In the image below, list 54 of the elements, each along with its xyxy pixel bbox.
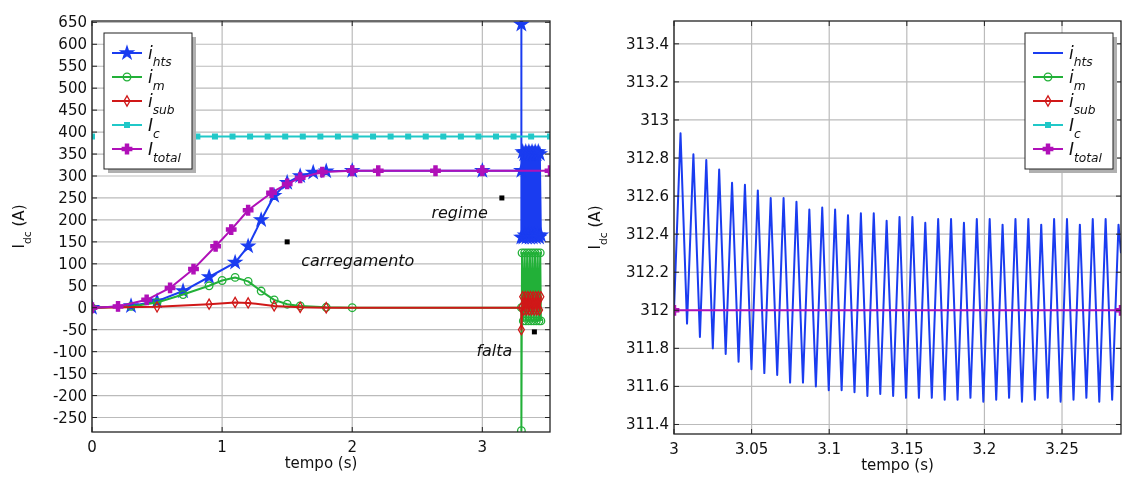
annotation: regime — [431, 202, 489, 222]
x-tick-label: 2 — [347, 438, 357, 456]
x-tick-label: 3 — [477, 438, 488, 456]
legend-label: i$_{sub}$ — [1069, 91, 1096, 117]
legend-label: i$_{hts}$ — [148, 43, 173, 69]
legend-label: i$_{m}$ — [1069, 67, 1086, 93]
annotation: carregamento — [301, 250, 415, 270]
annotation: falta — [476, 340, 513, 360]
y-tick-label: 313.2 — [626, 72, 669, 91]
y-tick-label: -200 — [52, 386, 87, 405]
legend-label: i$_{sub}$ — [148, 91, 175, 117]
y-tick-label: 312.4 — [626, 225, 669, 244]
legend-label: i$_{m}$ — [148, 67, 165, 93]
legend-label: I$_{total}$ — [1069, 139, 1103, 165]
y-tick-label: 400 — [58, 123, 87, 142]
y-tick-label: 150 — [58, 232, 87, 251]
y-tick-label: 450 — [58, 101, 87, 120]
x-tick-label: 1 — [217, 438, 227, 456]
legend-label: i$_{hts}$ — [1069, 43, 1094, 69]
x-tick-label: 3.25 — [1045, 440, 1079, 458]
x-tick-label: 3.05 — [734, 440, 769, 458]
y-tick-label: 313 — [640, 110, 669, 129]
y-tick-label: 500 — [58, 79, 87, 98]
y-tick-label: 650 — [58, 13, 87, 32]
y-tick-label: 313.4 — [626, 34, 669, 53]
x-tick-label: 3.15 — [890, 440, 924, 458]
y-tick-label: 312 — [640, 301, 669, 320]
x-tick-label: 3 — [669, 440, 679, 458]
y-tick-label: 311.8 — [626, 339, 669, 358]
y-tick-label: 600 — [58, 35, 87, 54]
y-tick-label: 550 — [58, 57, 87, 76]
y-tick-label: -150 — [52, 364, 87, 383]
y-tick-label: 300 — [58, 167, 87, 185]
y-tick-label: 250 — [58, 188, 87, 207]
legend-label: I$_{total}$ — [148, 139, 182, 165]
x-tick-label: 3.2 — [972, 440, 997, 458]
y-tick-label: 350 — [58, 145, 87, 164]
y-tick-label: 100 — [58, 254, 87, 273]
y-tick-label: 50 — [67, 276, 87, 295]
legend-label: I$_{c}$ — [148, 115, 161, 141]
y-tick-label: 312.6 — [626, 187, 669, 206]
y-tick-label: 311.4 — [626, 415, 669, 434]
y-tick-label: 0 — [77, 298, 87, 317]
y-tick-label: -50 — [62, 320, 87, 339]
y-tick-label: 200 — [58, 210, 87, 229]
legend-label: I$_{c}$ — [1069, 115, 1082, 141]
x-axis-title: tempo (s) — [284, 454, 358, 472]
x-tick-label: 3.1 — [817, 440, 842, 458]
y-tick-label: 312.2 — [626, 263, 669, 282]
y-tick-label: -100 — [52, 342, 87, 361]
y-tick-label: 311.6 — [626, 377, 669, 396]
x-axis-title: tempo (s) — [861, 456, 934, 474]
y-tick-label: 312.8 — [626, 149, 669, 168]
y-tick-label: -250 — [52, 408, 87, 427]
